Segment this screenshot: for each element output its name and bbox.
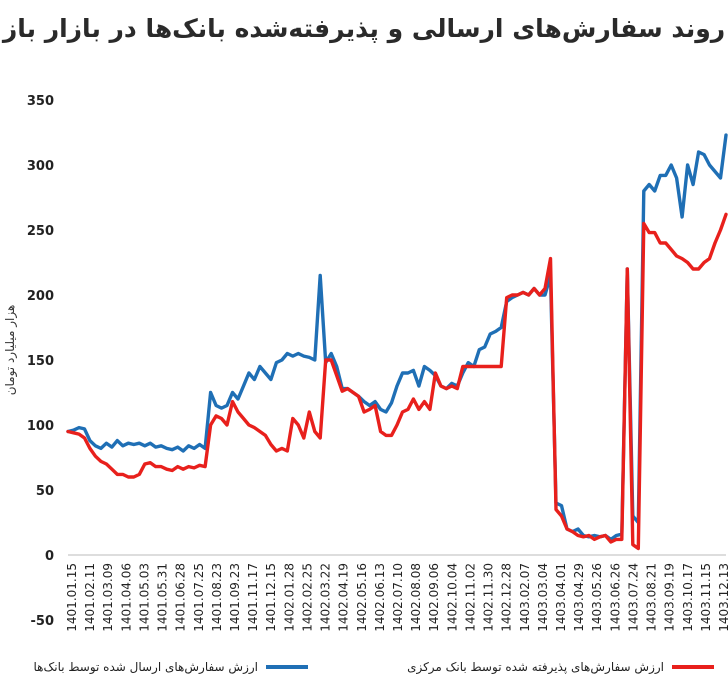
x-tick-label: 1401.05.03: [137, 563, 151, 632]
x-tick-label: 1402.12.28: [500, 563, 514, 632]
x-tick-label: 1403.04.01: [554, 563, 568, 632]
x-tick-label: 1401.07.25: [192, 563, 206, 632]
x-tick-label: 1402.02.25: [300, 563, 314, 632]
legend-item-red: ارزش سفارش‌های پذیرفته شده توسط بانک مرک…: [407, 660, 714, 674]
x-tick-label: 1401.05.31: [156, 563, 170, 632]
y-tick-label: 150: [27, 354, 54, 369]
x-tick-label: 1403.03.04: [536, 563, 550, 632]
x-tick-label: 1402.01.28: [282, 563, 296, 632]
legend-swatch-red: [672, 665, 714, 669]
legend-label-blue: ارزش سفارش‌های ارسال شده توسط بانک‌ها: [33, 660, 259, 674]
x-tick-label: 1403.05.26: [590, 563, 604, 632]
x-tick-label: 1401.06.28: [174, 563, 188, 632]
x-tick-label: 1401.11.17: [246, 563, 260, 632]
legend-swatch-blue: [266, 665, 308, 669]
series-line-accepted-orders: [66, 212, 728, 551]
legend-item-blue: ارزش سفارش‌های ارسال شده توسط بانک‌ها: [33, 660, 308, 674]
x-tick-label: 1402.09.06: [427, 563, 441, 632]
x-tick-label: 1403.08.21: [645, 563, 659, 632]
y-tick-label: 0: [45, 549, 54, 564]
x-tick-label: 1401.01.15: [65, 563, 79, 632]
x-tick-label: 1401.02.11: [83, 563, 97, 632]
y-tick-label: -50: [31, 614, 55, 629]
chart-plot: -50 0 50 100 150 200 250 300 350 هزار میلیارد توم…: [3, 94, 728, 632]
x-tick-label: 1402.10.04: [445, 563, 459, 632]
x-tick-label: 1401.03.09: [101, 563, 115, 632]
y-tick-label: 100: [27, 419, 54, 434]
x-tick-label: 1403.02.07: [518, 563, 532, 632]
x-tick-label: 1402.04.19: [337, 563, 351, 632]
y-tick-label: 300: [27, 159, 54, 174]
x-tick-label: 1403.11.15: [699, 563, 713, 632]
y-tick-label: 250: [27, 224, 54, 239]
y-tick-label: 350: [27, 94, 54, 109]
x-tick-label: 1402.11.30: [482, 563, 496, 632]
y-axis-title: هزار میلیارد تومان: [3, 305, 18, 396]
x-tick-label: 1403.10.17: [681, 563, 695, 632]
x-tick-label: 1402.05.16: [355, 563, 369, 632]
legend-label-red: ارزش سفارش‌های پذیرفته شده توسط بانک مرک…: [407, 660, 664, 674]
x-tick-label: 1402.08.08: [409, 563, 423, 632]
chart-title: روند سفارش‌های ارسالی و پذیرفته‌شده بانک…: [2, 14, 726, 43]
x-tick-label: 1402.11.02: [463, 563, 477, 632]
x-tick-label: 1403.06.26: [608, 563, 622, 632]
x-tick-label: 1401.08.23: [210, 563, 224, 632]
x-tick-label: 1403.07.24: [626, 563, 640, 632]
x-tick-label: 1402.07.10: [391, 563, 405, 632]
series-line-sent-orders: [66, 133, 728, 542]
x-tick-label: 1403.12.13: [717, 563, 728, 632]
chart-legend: ارزش سفارش‌های پذیرفته شده توسط بانک مرک…: [0, 660, 728, 684]
y-tick-label: 50: [36, 484, 54, 499]
y-tick-label: 200: [27, 289, 54, 304]
x-tick-label: 1401.09.23: [228, 563, 242, 632]
x-tick-label: 1403.09.19: [663, 563, 677, 632]
x-tick-label: 1403.04.29: [572, 563, 586, 632]
x-tick-label: 1402.06.13: [373, 563, 387, 632]
x-tick-label: 1401.04.06: [119, 563, 133, 632]
x-tick-label: 1402.03.22: [319, 563, 333, 632]
x-tick-label: 1401.12.15: [264, 563, 278, 632]
